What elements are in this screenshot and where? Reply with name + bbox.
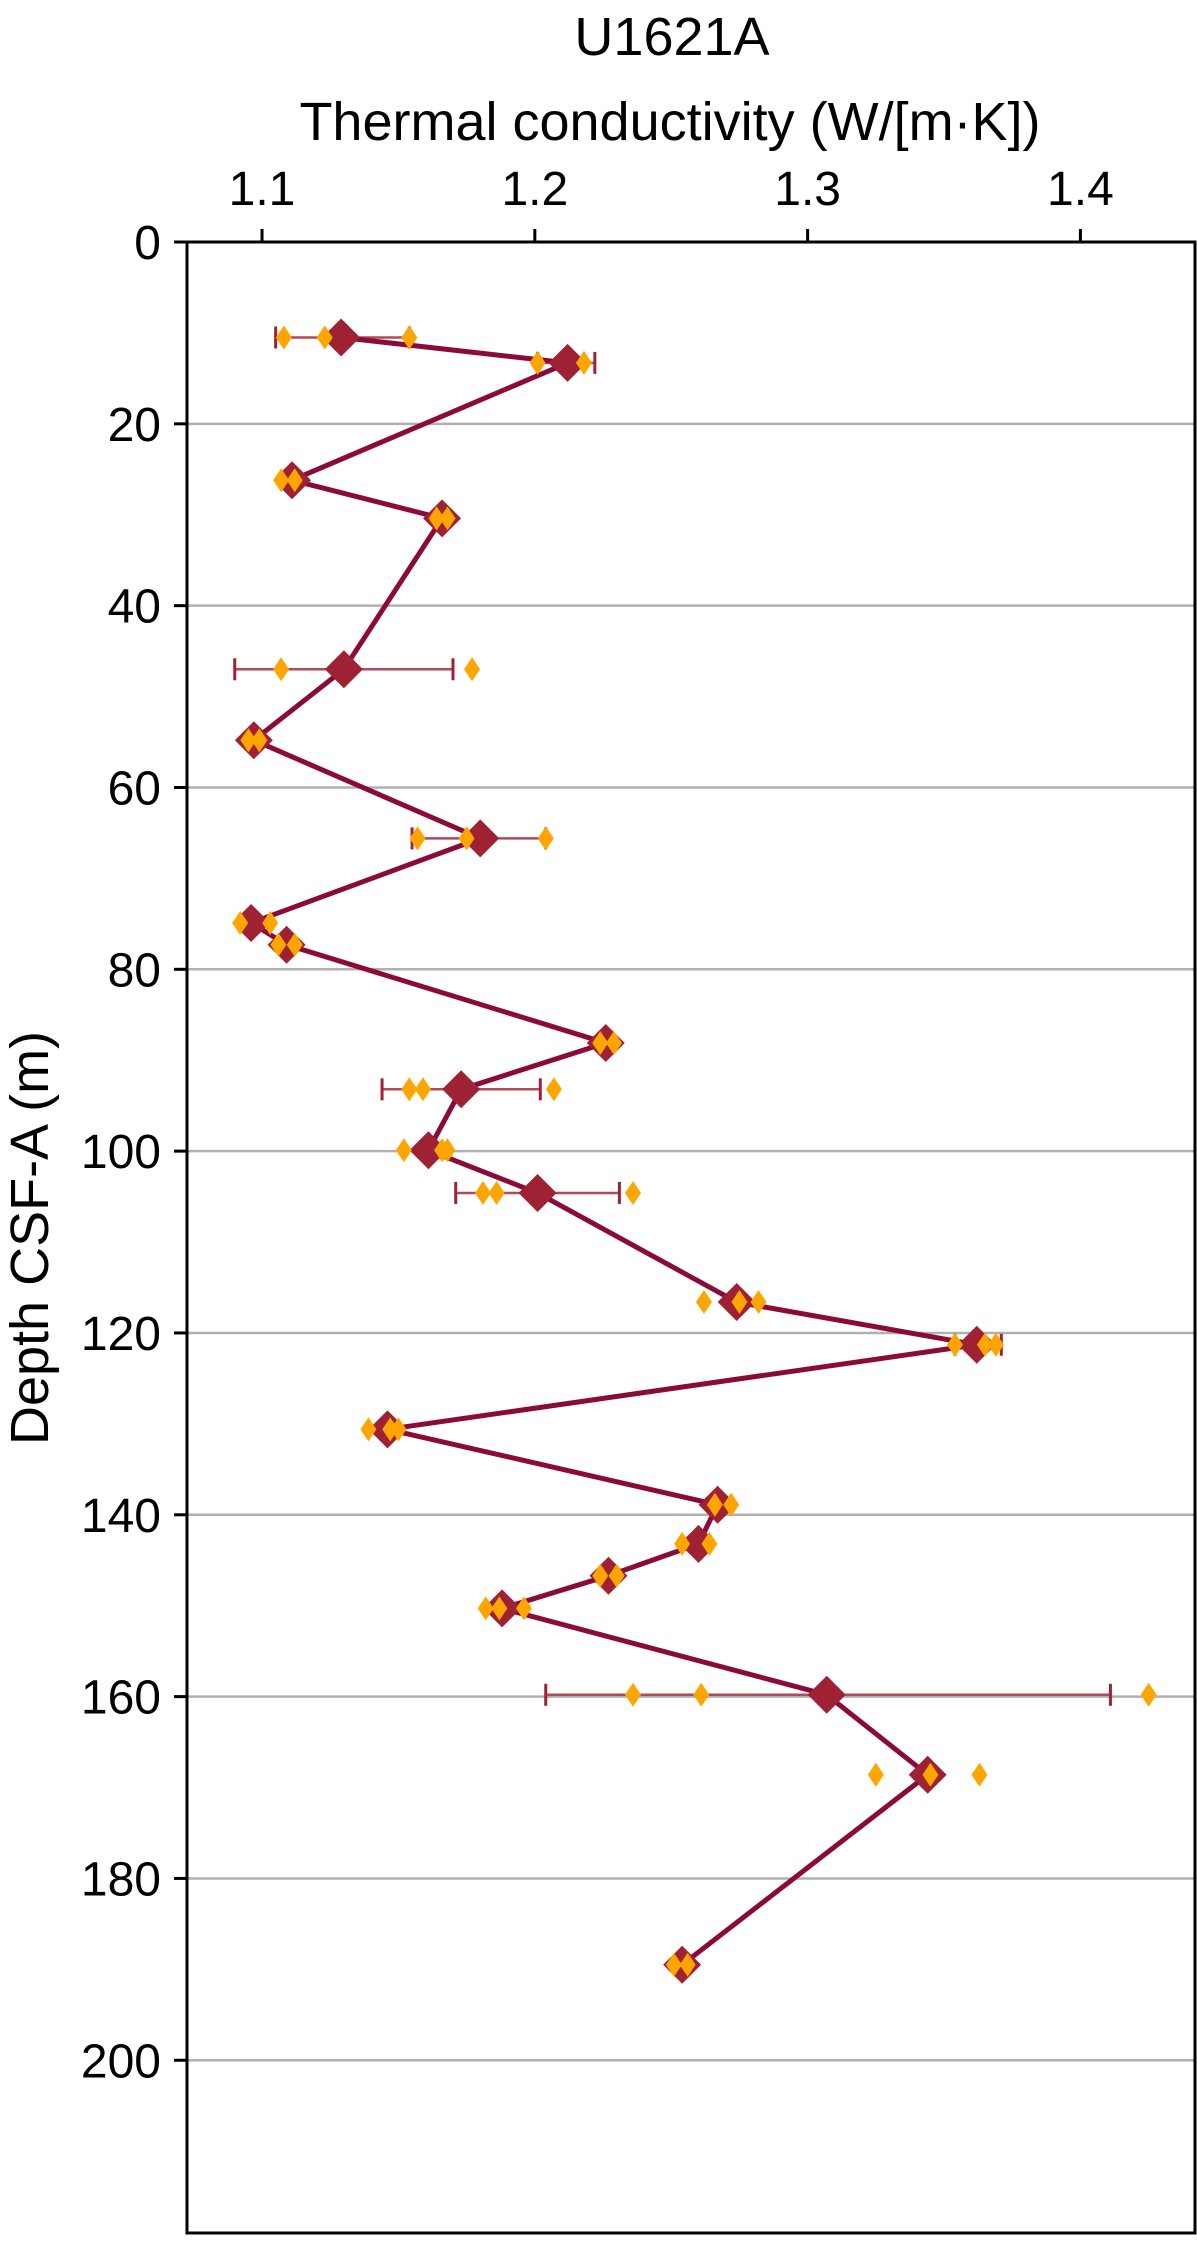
- x-axis-ticks: 1.1 1.2 1.3 1.4: [229, 163, 1114, 242]
- measurement-diamond: [976, 1332, 993, 1357]
- mean-diamond: [807, 1675, 846, 1714]
- y-axis-label: Depth CSF-A (m): [0, 1031, 60, 1445]
- measurement-diamond: [515, 1596, 532, 1621]
- measurement-diamond: [946, 1332, 963, 1357]
- y-tick-label: 160: [81, 1672, 161, 1725]
- measurement-diamond: [316, 325, 333, 350]
- y-tick-label: 80: [108, 944, 161, 997]
- measurement-diamond: [428, 506, 445, 531]
- error-bars: [233, 326, 1112, 1706]
- measurement-diamond: [360, 1417, 377, 1442]
- measurement-diamond: [273, 657, 290, 682]
- measurement-diamond: [414, 1077, 431, 1102]
- measurement-diamond: [409, 826, 426, 851]
- measurement-diamond: [867, 1762, 884, 1787]
- chart-title: U1621A: [574, 7, 769, 67]
- measurement-diamond: [458, 826, 475, 851]
- y-tick-label: 20: [108, 399, 161, 452]
- x-tick-label: 1.3: [774, 163, 841, 216]
- x-tick-label: 1.1: [229, 163, 296, 216]
- measurement-diamond: [251, 728, 268, 753]
- y-axis-ticks: 0 20 40 60 80 100 120 140 160 180 200: [81, 217, 187, 2088]
- measurement-diamond: [987, 1332, 1004, 1357]
- y-tick-label: 100: [81, 1126, 161, 1179]
- measurement-diamond: [491, 1596, 508, 1621]
- measurement-diamond: [382, 1417, 399, 1442]
- mean-diamond: [518, 1173, 557, 1212]
- measurement-diamond: [625, 1682, 642, 1707]
- measurement-diamond: [529, 350, 546, 375]
- measurement-diamond: [390, 1417, 407, 1442]
- measurement-diamond: [286, 932, 303, 957]
- measurement-diamond: [439, 1138, 456, 1163]
- y-tick-label: 180: [81, 1853, 161, 1906]
- measurement-diamond: [439, 506, 456, 531]
- y-tick-label: 140: [81, 1490, 161, 1543]
- plot-frame: [185, 240, 1197, 2235]
- y-tick-label: 60: [108, 762, 161, 815]
- measurement-diamond: [693, 1682, 710, 1707]
- measurement-diamond: [922, 1762, 939, 1787]
- mean-diamond: [461, 819, 500, 858]
- mean-diamond: [324, 650, 363, 689]
- measurement-diamond: [592, 1563, 609, 1588]
- measurement-diamond: [750, 1290, 767, 1315]
- measurement-diamond: [474, 1180, 491, 1205]
- x-tick-label: 1.2: [501, 163, 568, 216]
- measurement-diamond: [477, 1596, 494, 1621]
- y-tick-label: 40: [108, 581, 161, 634]
- measurement-diamond: [240, 728, 257, 753]
- measurement-diamond: [537, 826, 554, 851]
- mean-diamond: [409, 1131, 448, 1170]
- measurement-diamond: [401, 325, 418, 350]
- measurement-diamond: [270, 932, 287, 957]
- measurement-diamond: [262, 910, 279, 935]
- measurement-diamond: [592, 1030, 609, 1055]
- measurement-diamond: [706, 1492, 723, 1517]
- measurement-diamond: [395, 1138, 412, 1163]
- measurement-diamond: [731, 1290, 748, 1315]
- measurement-diamond: [701, 1531, 718, 1556]
- measurement-diamond: [232, 910, 249, 935]
- x-tick-label: 1.4: [1047, 163, 1114, 216]
- measurement-diamond: [723, 1492, 740, 1517]
- measurement-diamond: [1140, 1682, 1157, 1707]
- measurement-diamond: [545, 1077, 562, 1102]
- measurement-diamond: [273, 468, 290, 493]
- mean-diamond: [442, 1070, 481, 1109]
- measurement-diamond: [286, 468, 303, 493]
- measurement-diamond: [275, 325, 292, 350]
- measurement-diamond: [971, 1762, 988, 1787]
- measurement-diamond: [674, 1531, 691, 1556]
- measurement-diamond: [575, 350, 592, 375]
- measurement-diamond: [464, 657, 481, 682]
- measurement-diamond: [625, 1180, 642, 1205]
- measurement-diamond: [695, 1290, 712, 1315]
- measurement-diamond: [665, 1952, 682, 1977]
- measurement-diamond: [605, 1030, 622, 1055]
- mean-diamond: [548, 343, 587, 382]
- measurement-diamond: [488, 1180, 505, 1205]
- y-tick-label: 0: [134, 217, 161, 270]
- gridlines: [187, 422, 1195, 2062]
- measurement-markers: [232, 325, 1157, 1977]
- y-tick-label: 120: [81, 1308, 161, 1361]
- measurement-diamond: [679, 1952, 696, 1977]
- x-axis-label: Thermal conductivity (W/[m·K]): [299, 92, 1040, 152]
- mean-diamond: [322, 318, 361, 357]
- measurement-diamond: [608, 1563, 625, 1588]
- measurement-diamond: [401, 1077, 418, 1102]
- y-tick-label: 200: [81, 2035, 161, 2088]
